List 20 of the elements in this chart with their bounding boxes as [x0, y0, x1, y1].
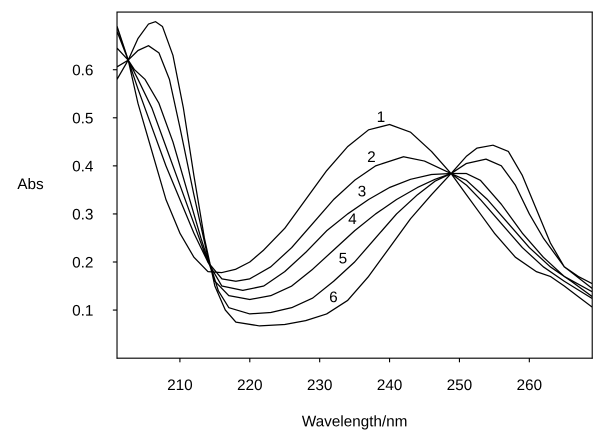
- y-tick-label: 0.4: [72, 160, 93, 172]
- series-label: 5: [339, 252, 347, 264]
- series-label: 4: [348, 213, 356, 224]
- x-tick-label: 210: [168, 379, 192, 390]
- y-tick-label: 0.2: [72, 256, 93, 268]
- x-axis-title: Wavelength/nm: [302, 415, 406, 430]
- y-tick-label: 0.3: [72, 208, 93, 220]
- series-label: 3: [358, 186, 366, 197]
- series-label: 2: [368, 151, 375, 162]
- y-axis-title: Abs: [17, 178, 44, 190]
- series-label: 6: [330, 291, 337, 302]
- x-tick-label: 240: [378, 379, 402, 390]
- y-tick-label: 0.5: [72, 112, 93, 124]
- x-tick-label: 230: [308, 379, 332, 390]
- x-tick-label: 250: [447, 379, 472, 390]
- x-tick-label: 260: [517, 379, 542, 390]
- y-tick-label: 0.6: [72, 64, 93, 76]
- x-tick-label: 220: [238, 379, 262, 390]
- y-tick-label: 0.1: [72, 304, 93, 316]
- series-label: 1: [378, 111, 384, 122]
